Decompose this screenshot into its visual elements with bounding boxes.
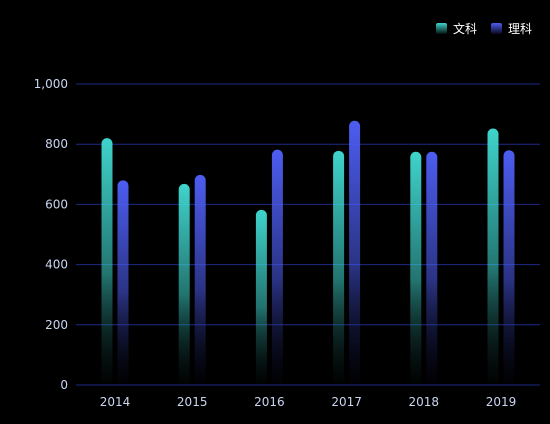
x-tick-label: 2016 (254, 395, 285, 409)
x-tick-label: 2014 (100, 395, 131, 409)
bar-2016-wenke (255, 209, 267, 385)
y-tick-label: 800 (45, 137, 68, 151)
bar-2019-wenke (487, 128, 499, 385)
bar-2015-like (194, 174, 206, 385)
y-tick-label: 0 (60, 378, 68, 392)
legend-swatch-like (490, 23, 502, 34)
legend-label-like: 理科 (507, 22, 532, 36)
legend: 文科 理科 (435, 20, 532, 37)
legend-swatch-wenke (435, 23, 447, 34)
bar-2018-wenke (410, 151, 422, 385)
y-tick-label: 1,000 (34, 77, 68, 91)
bar-2019-like (503, 150, 515, 385)
y-tick-label: 400 (45, 258, 68, 272)
x-tick-label: 2018 (409, 395, 440, 409)
bar-2018-like (426, 151, 438, 385)
bar-2014-wenke (101, 138, 113, 385)
legend-item-wenke[interactable]: 文科 (435, 20, 477, 37)
bar-2017-like (349, 120, 361, 386)
legend-label-wenke: 文科 (452, 22, 477, 36)
y-tick-label: 600 (45, 197, 68, 211)
x-tick-label: 2019 (486, 395, 517, 409)
x-tick-label: 2017 (331, 395, 362, 409)
x-tick-label: 2015 (177, 395, 208, 409)
bar-2017-wenke (333, 150, 345, 385)
y-tick-label: 200 (45, 318, 68, 332)
bar-2015-wenke (178, 183, 190, 385)
legend-item-like[interactable]: 理科 (490, 20, 532, 37)
bar-2016-like (271, 149, 283, 385)
bar-2014-like (117, 180, 129, 385)
